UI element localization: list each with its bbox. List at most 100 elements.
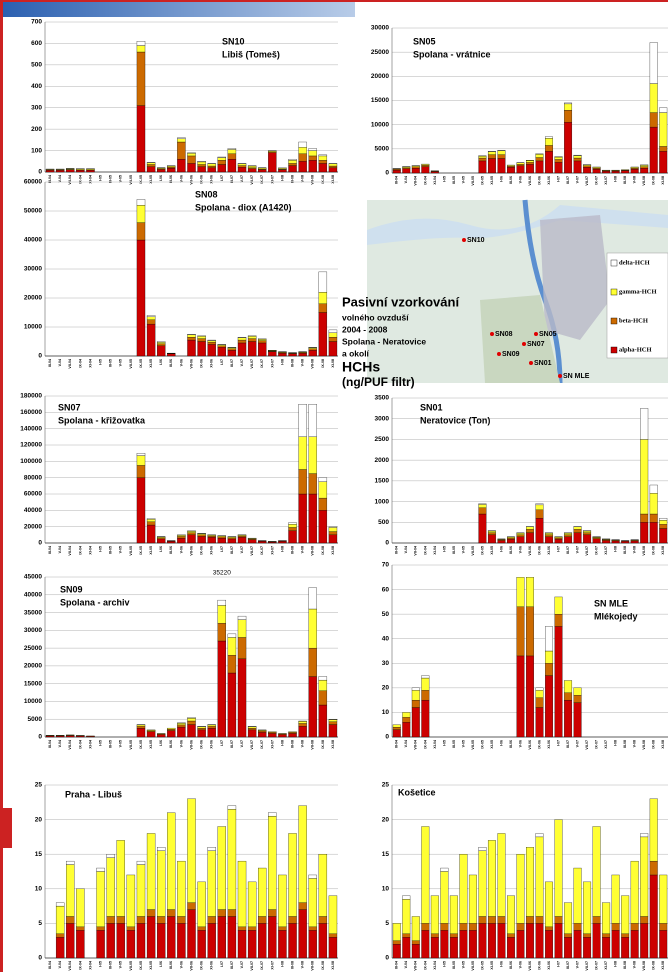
bar-segment — [640, 833, 648, 836]
bar-segment — [208, 164, 216, 166]
x-tick-label: I-06 — [159, 740, 163, 746]
x-tick-label: IX-06 — [537, 740, 541, 749]
panel-line: 2004 - 2008 — [342, 324, 388, 334]
x-tick-label: VII-07 — [250, 546, 254, 556]
bar-segment — [479, 851, 487, 917]
bar-segment — [187, 340, 195, 356]
bar-segment — [612, 171, 620, 173]
bar-segment — [167, 731, 175, 737]
bar-segment — [555, 157, 563, 159]
bar-segment — [564, 103, 572, 104]
bar-segment — [319, 163, 327, 172]
bar-segment — [238, 659, 246, 737]
bar-segment — [117, 916, 125, 923]
x-tick-label: IX-07 — [595, 961, 599, 970]
map-label: SN01 — [534, 360, 552, 367]
y-tick-label: 30 — [382, 660, 390, 667]
x-tick-label: I-08 — [280, 740, 284, 746]
bar-segment — [393, 944, 401, 958]
x-tick-label: VII-05 — [129, 546, 133, 556]
x-tick-label: V-05 — [461, 546, 465, 553]
bar-segment — [640, 408, 648, 439]
chart: 0100200300400500600700III-04V-04VII-04IX… — [31, 19, 338, 185]
bar-segment — [278, 168, 286, 169]
bar-segment — [299, 161, 307, 172]
x-tick-label: VII-08 — [642, 961, 646, 971]
x-tick-label: XI-05 — [149, 546, 153, 555]
bar-segment — [319, 498, 327, 510]
x-tick-label: VII-06 — [189, 961, 193, 971]
bar-segment — [288, 527, 296, 530]
y-tick-label: 60000 — [24, 491, 42, 498]
bar-segment — [177, 727, 185, 737]
bar-segment — [147, 730, 155, 731]
bar-segment — [631, 861, 639, 923]
x-tick-label: III-05 — [452, 546, 456, 554]
bar-segment — [299, 726, 307, 737]
x-tick-label: V-06 — [179, 359, 183, 366]
x-tick-label: VII-05 — [129, 740, 133, 750]
x-tick-label: III-08 — [290, 546, 294, 554]
bar-segment — [167, 167, 175, 168]
bar-segment — [187, 335, 195, 337]
y-tick-label: 70 — [382, 562, 390, 569]
bar-segment — [288, 524, 296, 527]
bar-segment — [412, 168, 420, 173]
bar-segment — [583, 882, 591, 934]
bar-segment — [319, 705, 327, 737]
x-tick-label: XI-07 — [270, 961, 274, 970]
bar-segment — [555, 537, 563, 538]
x-tick-label: I-06 — [159, 175, 163, 181]
x-tick-label: VII-05 — [471, 176, 475, 186]
x-tick-label: V-08 — [301, 740, 305, 747]
bar-segment — [309, 609, 317, 648]
bar-segment — [329, 337, 337, 341]
bar-segment — [545, 927, 553, 930]
y-tick-label: 60 — [382, 586, 390, 593]
bar-segment — [488, 531, 496, 533]
bar-segment — [228, 538, 236, 539]
bar-segment — [218, 346, 226, 347]
y-tick-label: 500 — [31, 62, 42, 69]
bar-segment — [167, 541, 175, 543]
x-tick-label: VII-08 — [311, 175, 315, 185]
chart-title: SN10 — [222, 36, 245, 46]
x-tick-label: IX-06 — [200, 359, 204, 368]
bar-segment — [631, 923, 639, 930]
bar-segment — [56, 934, 64, 937]
x-tick-label: XI-05 — [149, 740, 153, 749]
x-tick-label: I-05 — [442, 961, 446, 967]
x-tick-label: VII-05 — [129, 961, 133, 971]
bar-segment — [248, 168, 256, 169]
bar-segment — [177, 923, 185, 958]
bar-segment — [248, 540, 256, 543]
bar-segment — [650, 799, 658, 861]
x-tick-label: XI-06 — [210, 546, 214, 555]
y-tick-label: 40 — [382, 635, 390, 642]
bar-segment — [137, 923, 145, 958]
bar-segment — [309, 350, 317, 356]
x-tick-label: V-06 — [518, 740, 522, 747]
bar-segment — [536, 923, 544, 958]
x-tick-label: I-07 — [557, 176, 561, 182]
legend-box — [607, 253, 668, 358]
x-tick-label: XI-04 — [433, 176, 437, 185]
bar-segment — [248, 342, 256, 357]
bar-segment — [393, 730, 401, 737]
bar-segment — [650, 522, 658, 543]
top-border — [0, 0, 668, 2]
x-tick-label: IX-05 — [480, 546, 484, 555]
x-tick-label: IX-08 — [321, 546, 325, 555]
bar-segment — [187, 910, 195, 958]
logo — [0, 808, 12, 848]
bar-segment — [640, 916, 648, 923]
bar-segment — [76, 170, 84, 172]
bar-segment — [650, 493, 658, 514]
bar-segment — [299, 353, 307, 356]
bar-segment — [147, 317, 155, 320]
x-tick-label: I-06 — [499, 961, 503, 967]
bar-segment — [507, 896, 515, 934]
bar-segment — [268, 813, 276, 816]
map-label: SN05 — [539, 331, 557, 338]
chart-title: SN05 — [413, 36, 436, 46]
